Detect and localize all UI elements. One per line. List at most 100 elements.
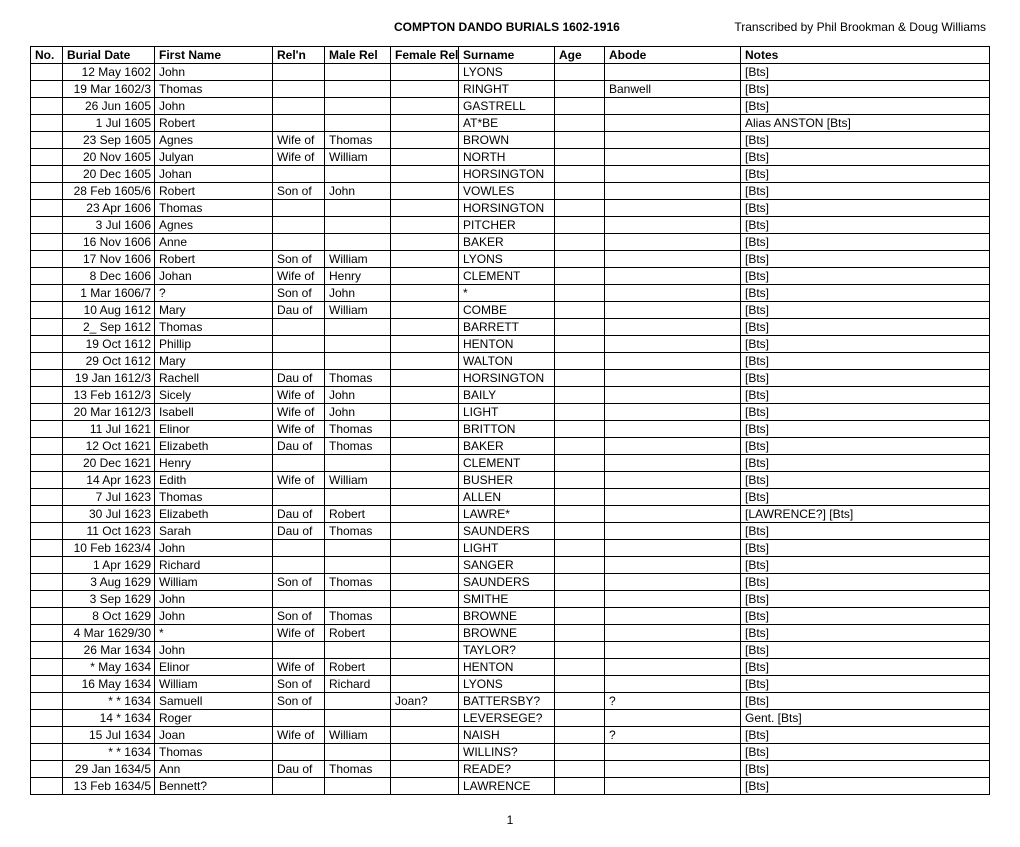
table-row: 11 Jul 1621ElinorWife ofThomasBRITTON[Bt… xyxy=(31,421,990,438)
table-cell xyxy=(325,557,391,574)
table-cell xyxy=(31,608,63,625)
table-cell xyxy=(31,183,63,200)
table-cell xyxy=(555,183,605,200)
table-cell xyxy=(605,64,741,81)
table-cell: ALLEN xyxy=(459,489,555,506)
table-cell: BROWNE xyxy=(459,625,555,642)
table-cell: John xyxy=(325,387,391,404)
table-cell xyxy=(555,353,605,370)
table-cell xyxy=(605,591,741,608)
table-cell: 3 Aug 1629 xyxy=(63,574,155,591)
table-cell: John xyxy=(325,183,391,200)
table-cell: [Bts] xyxy=(741,591,990,608)
table-cell: SAUNDERS xyxy=(459,574,555,591)
table-cell xyxy=(605,642,741,659)
table-cell xyxy=(325,693,391,710)
table-row: 13 Feb 1612/3SicelyWife ofJohnBAILY[Bts] xyxy=(31,387,990,404)
table-cell xyxy=(273,455,325,472)
table-cell: BROWN xyxy=(459,132,555,149)
table-cell: Joan? xyxy=(391,693,459,710)
table-cell: [Bts] xyxy=(741,421,990,438)
table-cell xyxy=(325,115,391,132)
table-cell: SANGER xyxy=(459,557,555,574)
table-cell: Elizabeth xyxy=(155,506,273,523)
table-row: * * 1634SamuellSon ofJoan?BATTERSBY??[Bt… xyxy=(31,693,990,710)
table-cell: 11 Oct 1623 xyxy=(63,523,155,540)
table-cell xyxy=(31,778,63,795)
table-cell: Henry xyxy=(155,455,273,472)
table-cell xyxy=(391,642,459,659)
table-cell: [Bts] xyxy=(741,251,990,268)
table-row: 23 Apr 1606ThomasHORSINGTON[Bts] xyxy=(31,200,990,217)
table-cell xyxy=(605,659,741,676)
table-cell: HORSINGTON xyxy=(459,166,555,183)
table-cell: Samuell xyxy=(155,693,273,710)
table-cell xyxy=(391,523,459,540)
table-cell: Dau of xyxy=(273,761,325,778)
table-cell: William xyxy=(155,676,273,693)
table-cell xyxy=(555,421,605,438)
table-cell xyxy=(391,336,459,353)
table-cell xyxy=(325,778,391,795)
table-cell xyxy=(605,200,741,217)
table-row: 3 Sep 1629JohnSMITHE[Bts] xyxy=(31,591,990,608)
table-cell: Julyan xyxy=(155,149,273,166)
table-cell: Dau of xyxy=(273,438,325,455)
table-cell xyxy=(273,336,325,353)
table-cell: Robert xyxy=(325,625,391,642)
table-cell: Son of xyxy=(273,251,325,268)
table-cell xyxy=(391,540,459,557)
table-row: 20 Dec 1605JohanHORSINGTON[Bts] xyxy=(31,166,990,183)
table-cell: Sicely xyxy=(155,387,273,404)
table-row: * * 1634ThomasWILLINS?[Bts] xyxy=(31,744,990,761)
table-cell xyxy=(555,676,605,693)
table-cell xyxy=(391,115,459,132)
table-cell xyxy=(391,710,459,727)
col-header-age: Age xyxy=(555,47,605,64)
table-cell xyxy=(391,217,459,234)
table-cell xyxy=(605,404,741,421)
table-cell xyxy=(391,557,459,574)
table-cell xyxy=(391,591,459,608)
table-cell xyxy=(325,540,391,557)
table-cell xyxy=(555,506,605,523)
table-cell: 28 Feb 1605/6 xyxy=(63,183,155,200)
table-cell xyxy=(325,217,391,234)
table-row: 30 Jul 1623ElizabethDau ofRobertLAWRE*[L… xyxy=(31,506,990,523)
col-header-date: Burial Date xyxy=(63,47,155,64)
table-cell xyxy=(605,336,741,353)
table-cell xyxy=(555,540,605,557)
table-cell xyxy=(391,727,459,744)
table-cell: Elizabeth xyxy=(155,438,273,455)
table-cell: HORSINGTON xyxy=(459,200,555,217)
transcribed-by: Transcribed by Phil Brookman & Doug Will… xyxy=(734,20,986,34)
table-cell: 14 Apr 1623 xyxy=(63,472,155,489)
table-cell: HENTON xyxy=(459,336,555,353)
table-cell: [Bts] xyxy=(741,642,990,659)
table-cell xyxy=(605,387,741,404)
table-cell xyxy=(391,166,459,183)
table-row: 16 Nov 1606AnneBAKER[Bts] xyxy=(31,234,990,251)
table-cell: GASTRELL xyxy=(459,98,555,115)
table-cell: Robert xyxy=(155,183,273,200)
table-cell: [Bts] xyxy=(741,693,990,710)
table-cell: Alias ANSTON [Bts] xyxy=(741,115,990,132)
table-cell: 8 Dec 1606 xyxy=(63,268,155,285)
table-cell xyxy=(605,183,741,200)
table-cell xyxy=(273,81,325,98)
table-cell xyxy=(555,336,605,353)
table-cell: Johan xyxy=(155,268,273,285)
table-cell xyxy=(325,591,391,608)
table-cell xyxy=(325,166,391,183)
table-row: 26 Jun 1605JohnGASTRELL[Bts] xyxy=(31,98,990,115)
table-cell: LEVERSEGE? xyxy=(459,710,555,727)
col-header-no: No. xyxy=(31,47,63,64)
table-cell: Wife of xyxy=(273,387,325,404)
table-cell: Thomas xyxy=(325,761,391,778)
table-cell xyxy=(31,438,63,455)
table-cell: John xyxy=(155,98,273,115)
table-cell: VOWLES xyxy=(459,183,555,200)
table-cell xyxy=(555,302,605,319)
table-cell xyxy=(605,370,741,387)
table-cell: Edith xyxy=(155,472,273,489)
